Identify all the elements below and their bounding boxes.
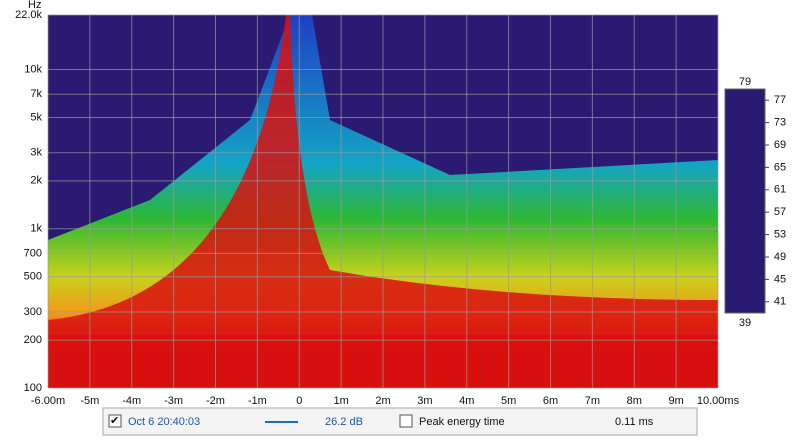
y-tick-label: 3k: [30, 147, 42, 159]
checkbox[interactable]: [399, 414, 413, 428]
colorbar-tick-label: 65: [774, 161, 786, 173]
colorbar-tick-label: 69: [774, 139, 786, 151]
colorbar-tick-label: 77: [774, 94, 786, 106]
y-tick-label: 2k: [30, 175, 42, 187]
y-tick-label: 300: [24, 306, 42, 318]
checkmark: ✔: [110, 415, 119, 427]
colorbar: [724, 88, 766, 314]
colorbar-tick-label: 39: [739, 317, 751, 329]
x-tick-label: -1m: [248, 395, 267, 407]
colorbar-tick-label: 49: [774, 251, 786, 263]
x-tick-label: 0: [296, 395, 302, 407]
colorbar-tick-label: 61: [774, 184, 786, 196]
x-tick-label: -2m: [206, 395, 225, 407]
checkbox[interactable]: [108, 414, 122, 428]
y-tick-label: 5k: [30, 111, 42, 123]
colorbar-tick-label: 57: [774, 206, 786, 218]
x-tick-label: -3m: [164, 395, 183, 407]
y-tick-label: 22.0k: [15, 9, 42, 21]
peak-value: 0.11 ms: [615, 416, 654, 428]
colorbar-tick-label: 73: [774, 117, 786, 129]
x-tick-label: 3m: [417, 395, 432, 407]
x-tick-label: -4m: [122, 395, 141, 407]
x-tick-label: -6.00m: [31, 395, 65, 407]
x-tick-label: 4m: [459, 395, 474, 407]
x-tick-label: 8m: [627, 395, 642, 407]
colorbar-tick-label: 53: [774, 229, 786, 241]
colorbar-tick-label: 45: [774, 273, 786, 285]
x-tick-label: 1m: [333, 395, 348, 407]
y-tick-label: 100: [24, 382, 42, 394]
x-tick-label: 2m: [375, 395, 390, 407]
x-tick-label: 9m: [668, 395, 683, 407]
colorbar-tick-label: 41: [774, 296, 786, 308]
y-tick-label: 10k: [24, 63, 42, 75]
y-tick-label: 700: [24, 247, 42, 259]
colorbar-tick-label: 79: [739, 76, 751, 88]
y-tick-label: 500: [24, 271, 42, 283]
peak-label: Peak energy time: [419, 416, 505, 428]
legend-value: 26.2 dB: [325, 416, 363, 428]
y-tick-label: 7k: [30, 88, 42, 100]
y-tick-label: 1k: [30, 223, 42, 235]
legend-label: Oct 6 20:40:03: [128, 416, 200, 428]
x-tick-label: 7m: [585, 395, 600, 407]
x-tick-label: -5m: [80, 395, 99, 407]
x-tick-label: 6m: [543, 395, 558, 407]
y-axis-label: Hz: [28, 0, 41, 11]
x-tick-label: 10.00ms: [697, 395, 740, 407]
y-tick-label: 200: [24, 334, 42, 346]
x-tick-label: 5m: [501, 395, 516, 407]
